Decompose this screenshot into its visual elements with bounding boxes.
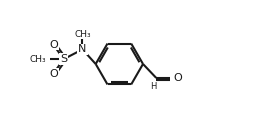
Text: S: S [60,54,67,64]
Text: CH₃: CH₃ [74,30,91,39]
Text: O: O [49,40,58,50]
Text: O: O [49,69,58,79]
Text: H: H [150,82,157,91]
Text: N: N [78,44,87,54]
Text: CH₃: CH₃ [30,55,46,64]
Text: O: O [173,73,182,83]
